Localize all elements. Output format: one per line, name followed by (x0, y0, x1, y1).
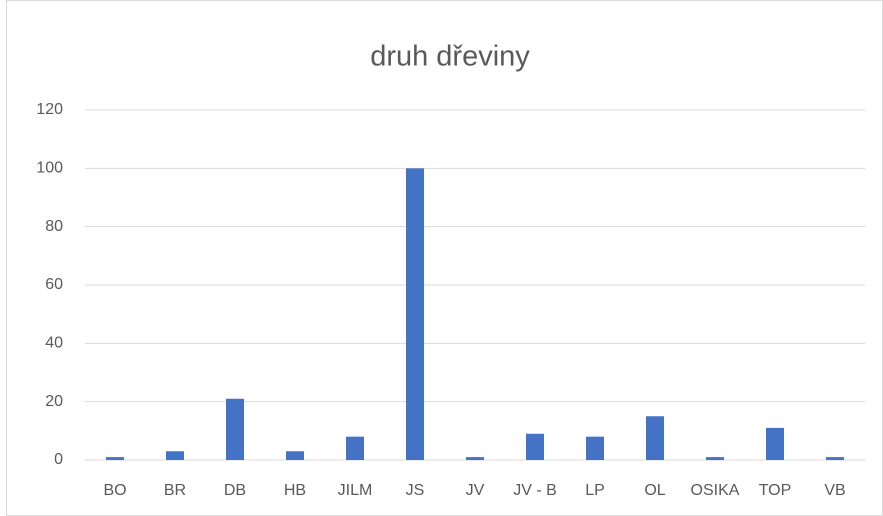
x-tick-label: LP (585, 482, 605, 499)
bar (826, 457, 844, 460)
x-tick-label: OL (644, 482, 665, 499)
chart-title: druh dřeviny (370, 41, 530, 73)
y-tick-label: 120 (36, 101, 63, 118)
x-tick-label: JV - B (513, 482, 557, 499)
bar (346, 436, 364, 460)
y-tick-label: 100 (36, 160, 63, 177)
y-tick-label: 0 (54, 451, 63, 468)
bar (106, 457, 124, 460)
y-tick-label: 40 (45, 335, 63, 352)
bar (286, 451, 304, 460)
x-tick-label: JS (406, 482, 425, 499)
x-tick-label: BO (103, 482, 126, 499)
bar (406, 168, 424, 461)
chart-frame (6, 0, 883, 516)
bar (466, 457, 484, 460)
bar (526, 433, 544, 460)
x-tick-label: VB (824, 482, 845, 499)
y-tick-label: 20 (45, 393, 63, 410)
x-tick-label: JILM (338, 482, 373, 499)
y-tick-label: 60 (45, 276, 63, 293)
x-tick-label: HB (284, 482, 306, 499)
x-tick-label: JV (466, 482, 485, 499)
x-tick-label: OSIKA (691, 482, 740, 499)
bar (766, 427, 784, 460)
x-tick-label: TOP (759, 482, 792, 499)
x-tick-label: DB (224, 482, 246, 499)
x-tick-label: BR (164, 482, 186, 499)
bar (706, 457, 724, 460)
bar (586, 436, 604, 460)
y-tick-label: 80 (45, 218, 63, 235)
bar (226, 398, 244, 460)
bar (166, 451, 184, 460)
bar (646, 416, 664, 460)
